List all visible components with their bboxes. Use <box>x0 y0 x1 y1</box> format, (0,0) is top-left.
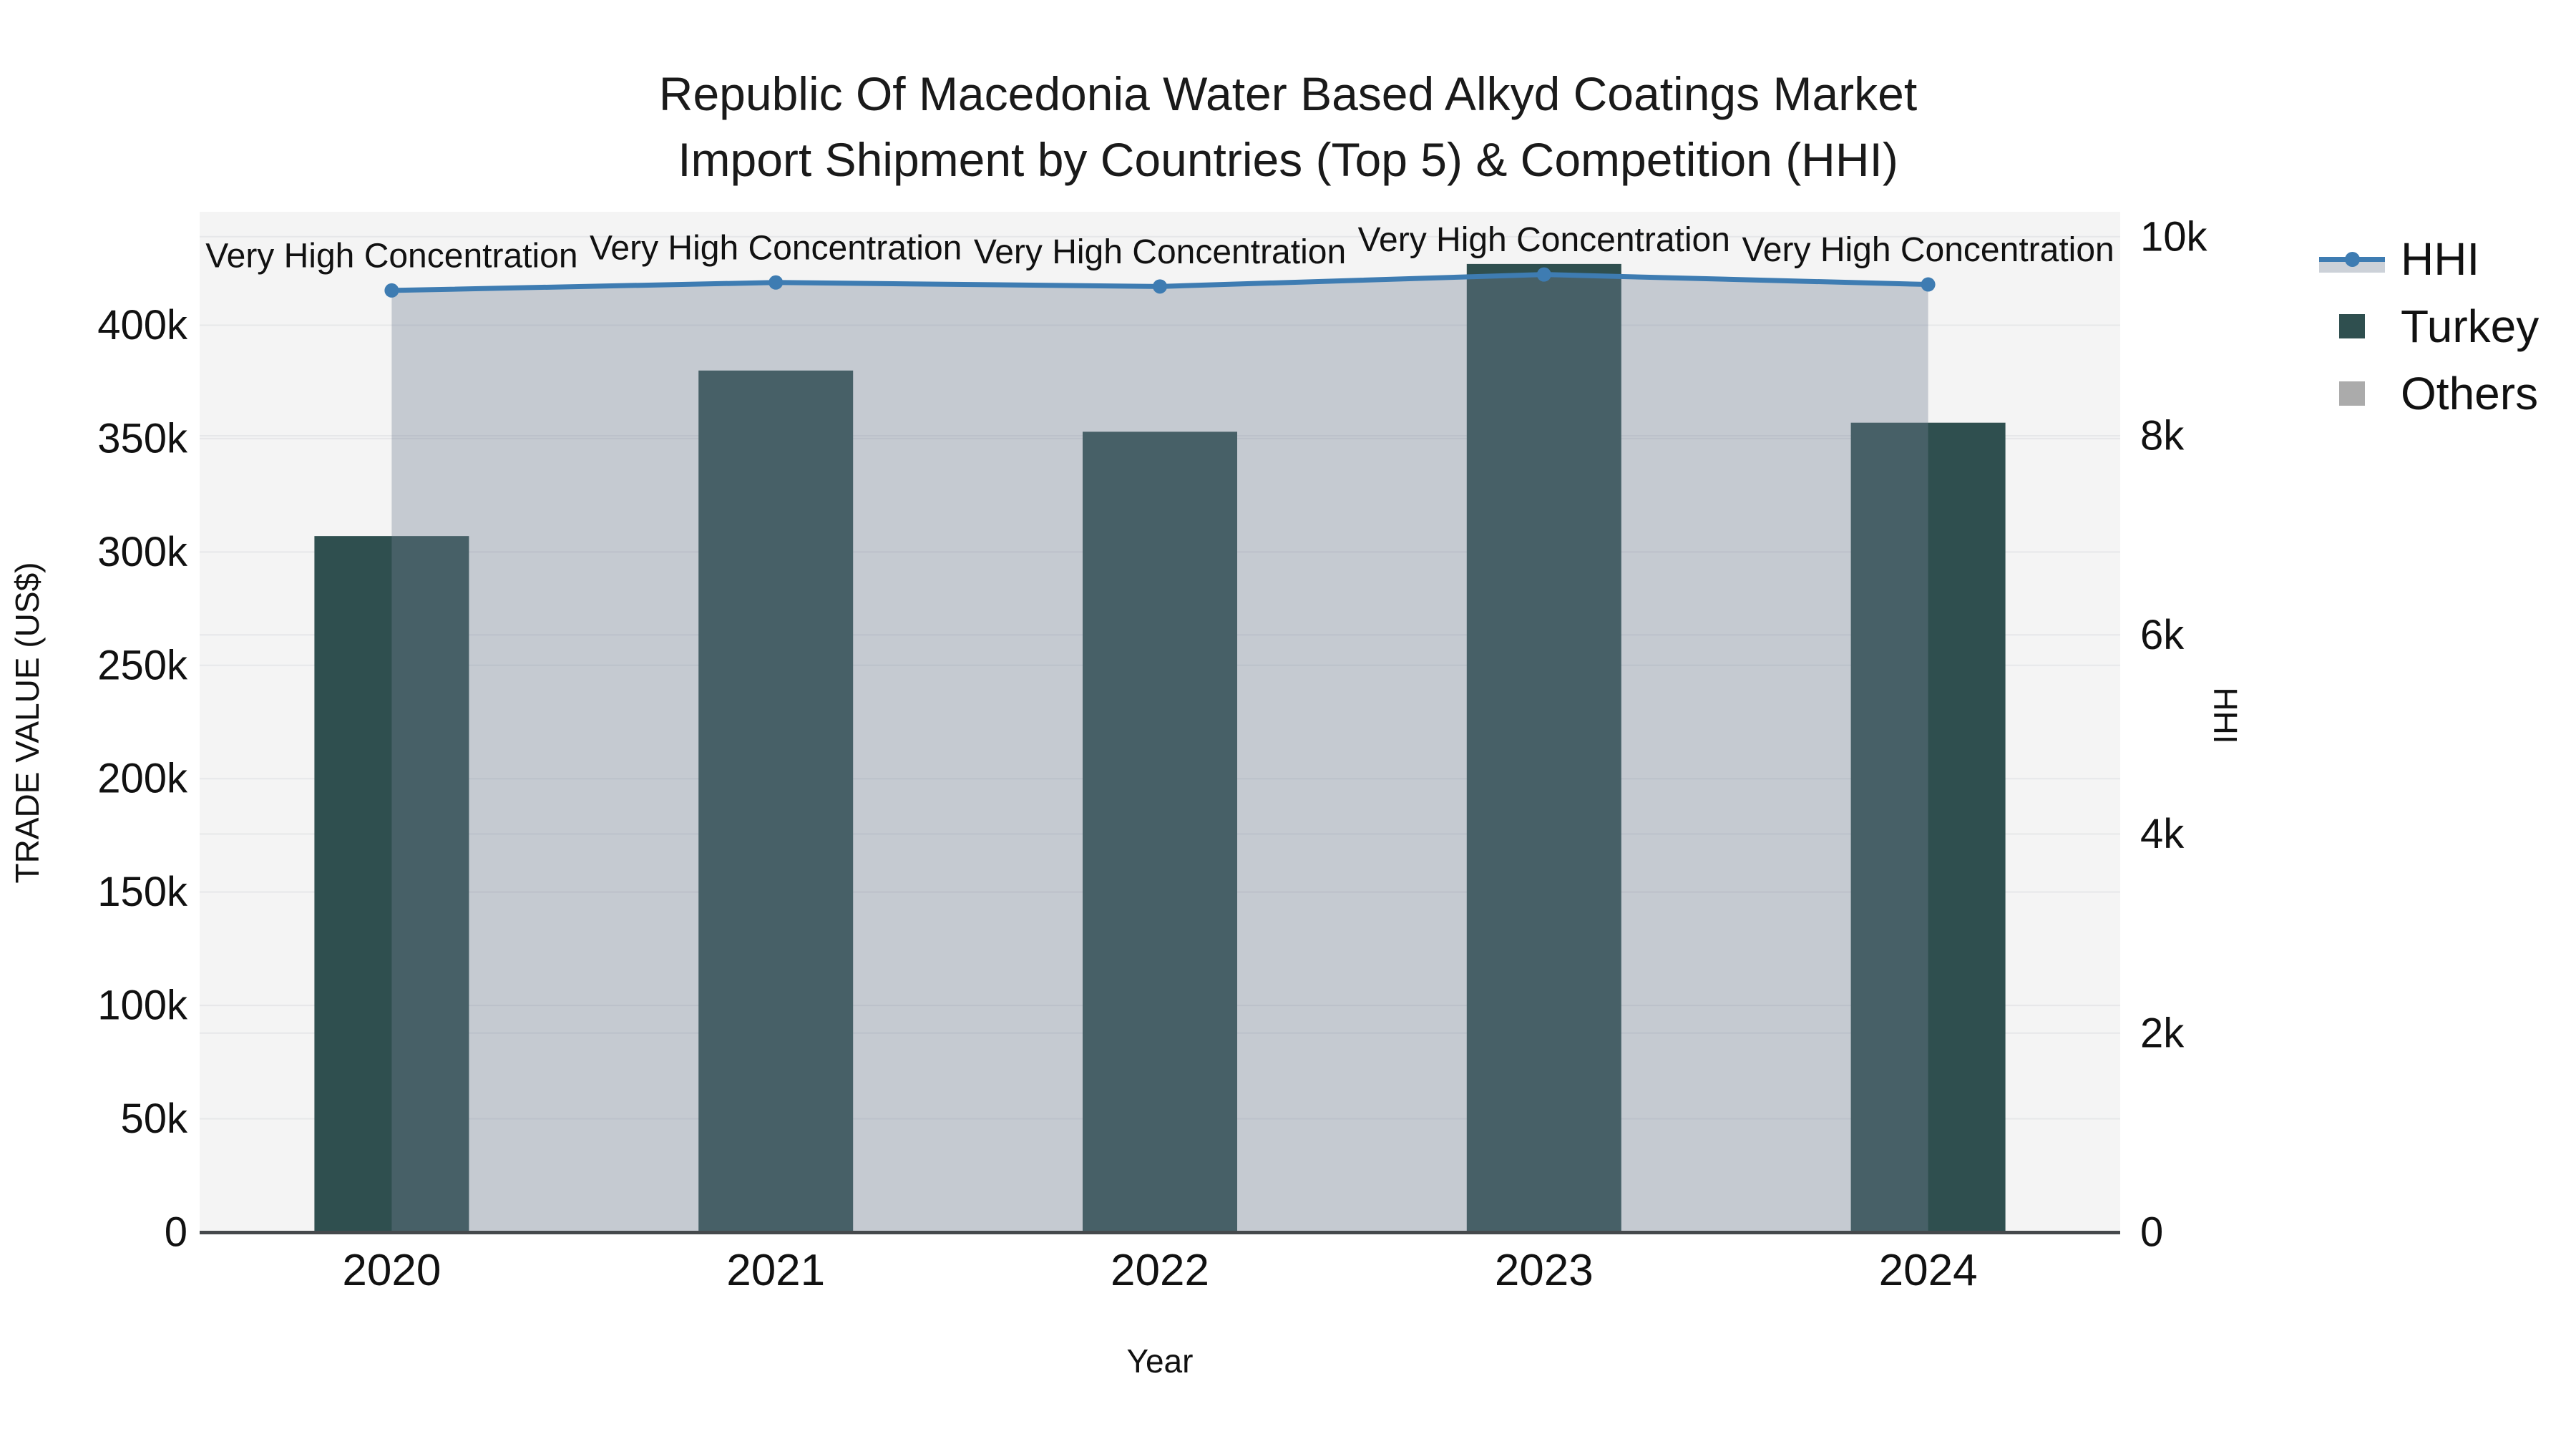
y-left-tick-50k: 50k <box>120 1096 188 1142</box>
annotation-2022: Very High Concentration <box>974 233 1346 271</box>
bar-turkey-2023[interactable] <box>1466 263 1621 1233</box>
y-right-tick-0: 0 <box>2140 1209 2163 1256</box>
x-tick-2021: 2021 <box>726 1246 825 1295</box>
x-tick-2022: 2022 <box>1111 1246 1209 1295</box>
turkey-swatch-icon <box>2319 306 2385 346</box>
y-left-tick-200k: 200k <box>97 756 188 802</box>
chart-title-line1: Republic Of Macedonia Water Based Alkyd … <box>658 67 1918 120</box>
legend-item-others[interactable]: Others <box>2319 368 2539 419</box>
y-left-tick-350k: 350k <box>97 415 188 462</box>
legend: HHI Turkey Others <box>2319 233 2540 419</box>
bars <box>314 263 2006 1233</box>
y-left-tick-250k: 250k <box>97 642 188 688</box>
others-swatch-icon <box>2319 374 2385 414</box>
y-right-tick-labels: 0 2k 4k 6k 8k 10k <box>2140 213 2208 1255</box>
hhi-markers <box>384 267 1936 298</box>
x-axis-line <box>200 1231 2120 1234</box>
y-left-tick-400k: 400k <box>97 302 188 348</box>
x-tick-labels: 2020 2021 2022 2023 2024 <box>342 1246 1977 1295</box>
y-right-tick-10k: 10k <box>2140 213 2208 260</box>
annotations: Very High Concentration Very High Concent… <box>205 221 2114 275</box>
bar-turkey-2020[interactable] <box>314 536 469 1232</box>
x-tick-2020: 2020 <box>342 1246 441 1295</box>
x-axis-title: Year <box>1126 1342 1194 1380</box>
bar-turkey-2022[interactable] <box>1083 431 1237 1232</box>
bar-turkey-2021[interactable] <box>698 370 854 1232</box>
y-axis-left-title: TRADE VALUE (US$) <box>9 562 46 884</box>
annotation-2021: Very High Concentration <box>590 229 962 267</box>
annotation-2023: Very High Concentration <box>1358 221 1730 259</box>
y-axis-right-title: HHI <box>2207 687 2244 744</box>
y-right-tick-8k: 8k <box>2140 413 2185 459</box>
hhi-point-2020[interactable] <box>384 283 399 298</box>
x-tick-2023: 2023 <box>1495 1246 1594 1295</box>
hhi-point-2021[interactable] <box>769 275 784 290</box>
hhi-line-legend-icon <box>2319 239 2385 279</box>
legend-label-hhi: HHI <box>2401 233 2480 285</box>
y-left-tick-300k: 300k <box>97 529 188 575</box>
chart-title: Republic Of Macedonia Water Based Alkyd … <box>0 61 2576 192</box>
y-right-tick-4k: 4k <box>2140 811 2185 857</box>
y-left-tick-labels: 0 50k 100k 150k 200k 250k 300k 350k 400k <box>97 302 188 1256</box>
x-tick-2024: 2024 <box>1879 1246 1978 1295</box>
annotation-2024: Very High Concentration <box>1742 231 2114 269</box>
hhi-point-2024[interactable] <box>1921 277 1936 292</box>
legend-item-turkey[interactable]: Turkey <box>2319 301 2540 352</box>
legend-item-hhi[interactable]: HHI <box>2319 233 2539 285</box>
y-left-tick-100k: 100k <box>97 982 188 1029</box>
hhi-point-2023[interactable] <box>1536 267 1551 282</box>
legend-label-others: Others <box>2401 368 2539 419</box>
annotation-2020: Very High Concentration <box>205 237 577 275</box>
y-right-tick-6k: 6k <box>2140 612 2185 658</box>
y-left-tick-0: 0 <box>165 1209 187 1256</box>
hhi-area-fill <box>391 274 1928 1232</box>
y-right-tick-2k: 2k <box>2140 1010 2185 1056</box>
legend-label-turkey: Turkey <box>2401 301 2540 352</box>
bar-turkey-2024[interactable] <box>1850 422 2006 1232</box>
chart-title-line2: Import Shipment by Countries (Top 5) & C… <box>678 133 1898 186</box>
y-left-tick-150k: 150k <box>97 869 188 915</box>
hhi-point-2022[interactable] <box>1153 279 1167 294</box>
